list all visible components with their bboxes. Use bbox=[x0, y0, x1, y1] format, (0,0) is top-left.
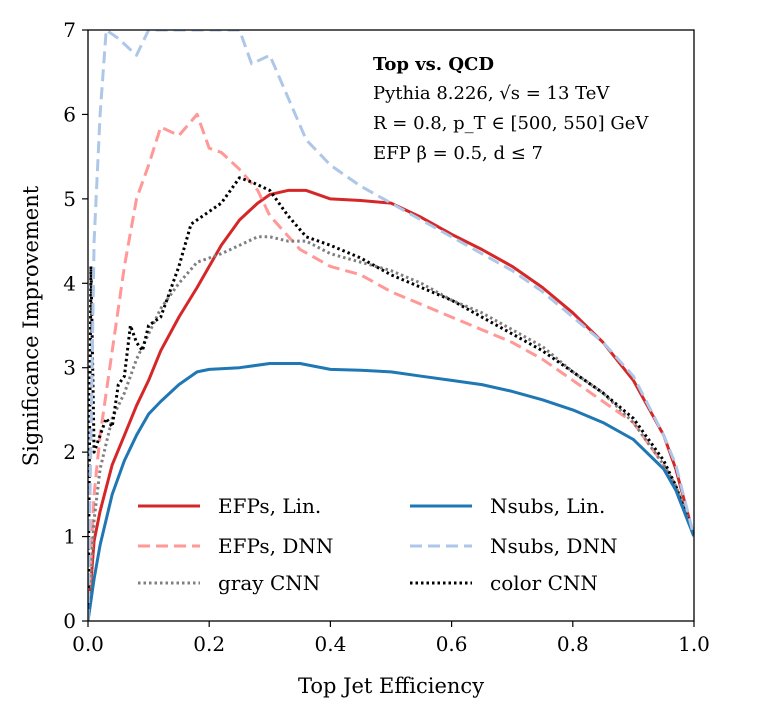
y-axis-label: Significance Improvement bbox=[19, 185, 43, 466]
x-tick-label: 0.6 bbox=[436, 632, 468, 656]
legend: EFPs, Lin. Nsubs, Lin. EFPs, DNN Nsubs, DNN… bbox=[138, 494, 617, 595]
x-tick-label: 0.8 bbox=[557, 632, 589, 656]
ticks-layer: 0.0 0.2 0.4 0.6 0.8 1.0 0 1 2 3 4 5 6 7 bbox=[63, 18, 710, 656]
series-layer bbox=[88, 30, 694, 621]
series-line-color-cnn bbox=[88, 176, 694, 621]
legend-label: color CNN bbox=[490, 571, 598, 595]
series-line-nsubs-dnn bbox=[88, 30, 694, 621]
y-tick-label: 5 bbox=[63, 187, 76, 211]
legend-label: Nsubs, DNN bbox=[490, 534, 617, 558]
y-tick-label: 0 bbox=[63, 609, 76, 633]
annotation-title: Top vs. QCD bbox=[373, 54, 494, 75]
x-tick-label: 0.2 bbox=[193, 632, 225, 656]
y-tick-label: 1 bbox=[63, 525, 76, 549]
series-line-nsubs-lin bbox=[88, 362, 694, 621]
series-line-efps-lin bbox=[88, 188, 694, 621]
y-tick-label: 4 bbox=[63, 271, 76, 295]
y-tick-label: 3 bbox=[63, 356, 76, 380]
x-axis-label: Top Jet Efficiency bbox=[298, 674, 484, 698]
legend-label: Nsubs, Lin. bbox=[490, 494, 605, 518]
series-line-efps-dnn bbox=[88, 112, 694, 621]
annotation-line3: EFP β = 0.5, d ≤ 7 bbox=[373, 143, 543, 164]
y-tick-label: 7 bbox=[63, 18, 76, 42]
x-tick-label: 1.0 bbox=[678, 632, 710, 656]
legend-label: EFPs, Lin. bbox=[218, 494, 321, 518]
annotation-line2: R = 0.8, p_T ∈ [500, 550] GeV bbox=[373, 113, 649, 134]
annotation-line1: Pythia 8.226, √s = 13 TeV bbox=[373, 83, 610, 104]
legend-label: EFPs, DNN bbox=[218, 534, 333, 558]
series-line-gray-cnn bbox=[88, 235, 694, 621]
plot-frame bbox=[87, 29, 695, 622]
x-tick-label: 0.0 bbox=[72, 632, 104, 656]
y-tick-label: 6 bbox=[63, 102, 76, 126]
legend-label: gray CNN bbox=[218, 571, 320, 595]
y-tick-label: 2 bbox=[63, 440, 76, 464]
x-tick-label: 0.4 bbox=[314, 632, 346, 656]
